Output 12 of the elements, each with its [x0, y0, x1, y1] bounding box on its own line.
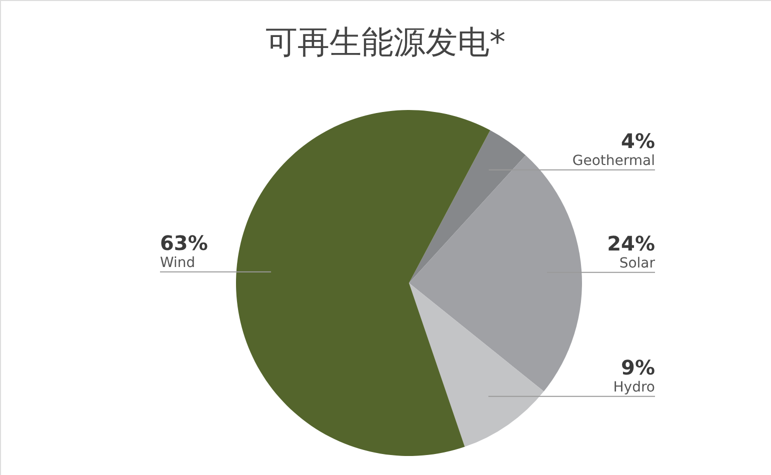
- data-label: 63%: [160, 230, 208, 255]
- data-label: 4%: [621, 128, 655, 153]
- data-label: 24%: [607, 231, 655, 256]
- slice-label: Solar: [619, 255, 656, 272]
- data-label: 9%: [621, 355, 655, 380]
- pie-slice: [409, 130, 526, 283]
- chart-title: 可再生能源发电*: [266, 23, 506, 61]
- pie-slice: [236, 110, 490, 456]
- slice-label: Hydro: [613, 379, 655, 396]
- pie-slice: [409, 283, 544, 447]
- slice-label: Geothermal: [572, 152, 655, 169]
- slice-label: Wind: [160, 254, 196, 271]
